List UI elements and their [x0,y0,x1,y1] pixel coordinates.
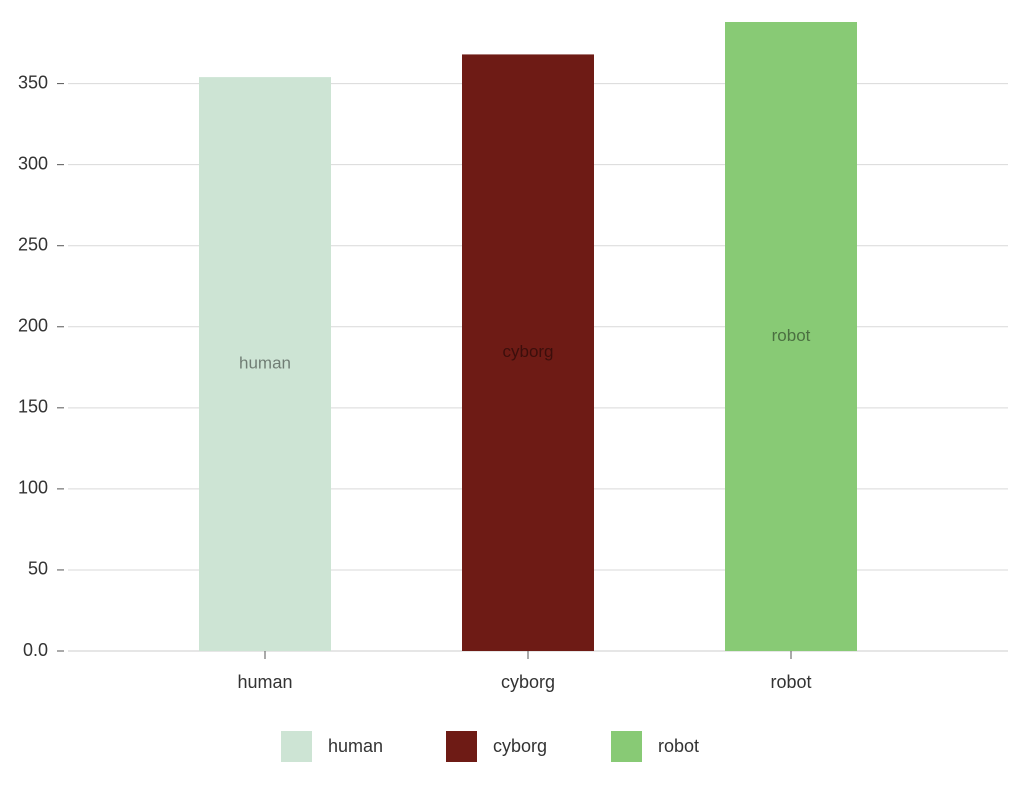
legend-swatch [446,731,477,762]
y-tick-label: 100 [18,478,48,498]
bar [725,22,857,651]
y-tick-label: 0.0 [23,640,48,660]
y-tick-label: 250 [18,234,48,254]
legend-swatch [281,731,312,762]
bar-label: robot [772,326,811,345]
y-tick-label: 200 [18,316,48,336]
y-tick-label: 50 [28,559,48,579]
y-tick-label: 350 [18,72,48,92]
y-tick-label: 150 [18,397,48,417]
bar [199,77,331,652]
legend-label: robot [658,736,699,756]
y-tick-label: 300 [18,153,48,173]
x-tick-label: robot [770,672,811,692]
x-tick-label: human [237,672,292,692]
bar-label: human [239,354,291,373]
legend-label: human [328,736,383,756]
bar-label: cyborg [502,342,553,361]
legend-label: cyborg [493,736,547,756]
legend-swatch [611,731,642,762]
bar [462,54,594,652]
x-tick-label: cyborg [501,672,555,692]
